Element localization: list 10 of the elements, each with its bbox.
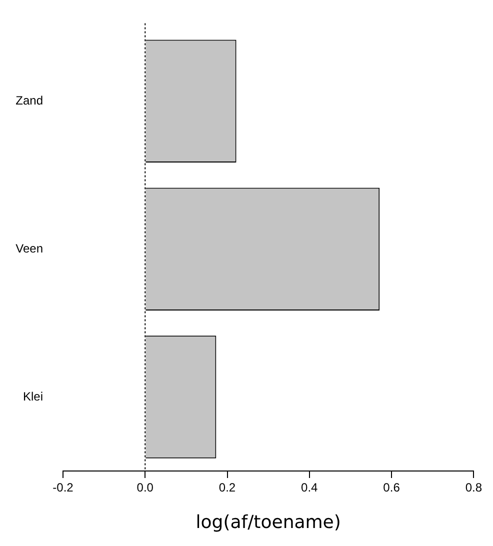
x-tick-label: 0.0 bbox=[136, 480, 154, 495]
y-tick-label: Klei bbox=[22, 389, 43, 404]
x-tick-label: -0.2 bbox=[52, 480, 74, 495]
y-tick-label: Veen bbox=[16, 241, 43, 256]
x-axis-title: log(af/toename) bbox=[196, 512, 341, 533]
x-tick-label: 0.8 bbox=[465, 480, 482, 495]
x-tick-label: 0.4 bbox=[301, 480, 318, 495]
y-tick-label: Zand bbox=[16, 93, 43, 108]
x-tick-label: 0.2 bbox=[218, 480, 236, 495]
x-tick-label: 0.6 bbox=[383, 480, 400, 495]
